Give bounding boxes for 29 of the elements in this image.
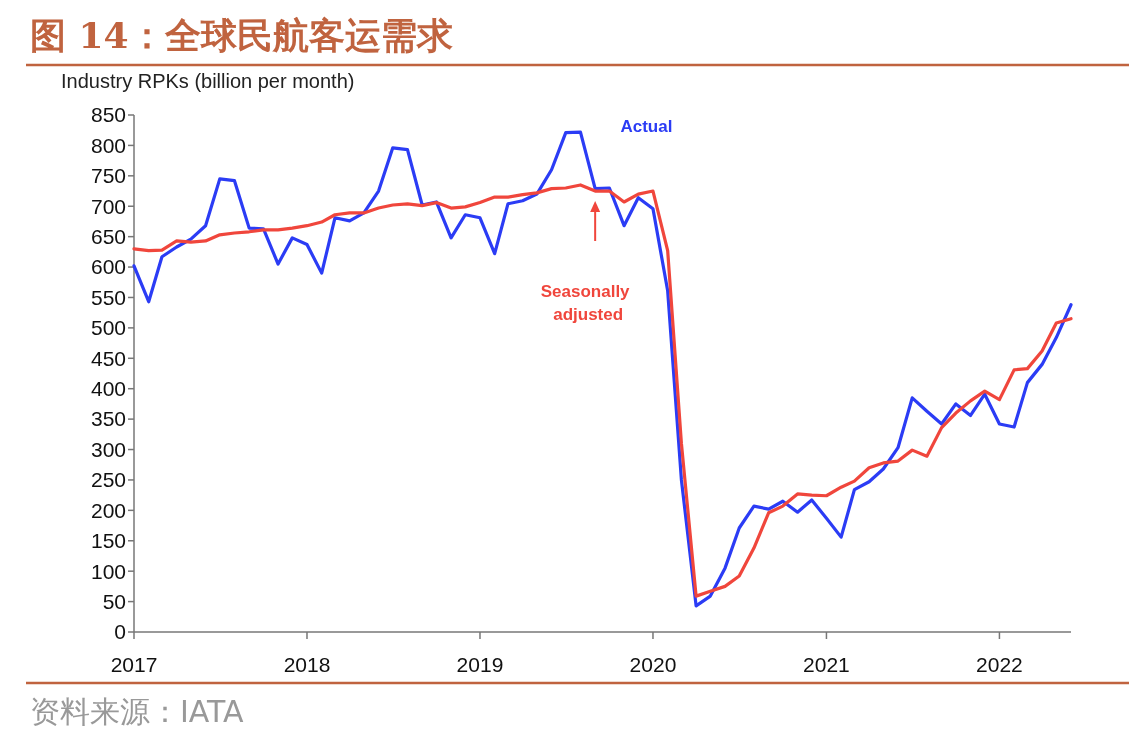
y-tick-label: 200 — [90, 498, 126, 522]
chart-title: 图 14：全球民航客运需求 — [30, 14, 453, 56]
y-tick-label: 250 — [90, 468, 126, 492]
x-tick-label: 2022 — [976, 653, 1023, 676]
text: Actual — [620, 117, 673, 136]
y-tick-label: 850 — [90, 103, 126, 127]
text: Seasonally adjusted — [540, 282, 631, 325]
x-tick-label: 2021 — [803, 653, 850, 676]
y-tick-label: 700 — [90, 194, 126, 218]
y-tick-label: 0 — [114, 620, 126, 644]
y-tick-label: 550 — [90, 285, 126, 309]
x-tick-label: 2018 — [283, 653, 331, 676]
y-tick-label: 750 — [90, 164, 126, 188]
y-tick-label: 800 — [90, 133, 126, 157]
y-tick-label: 350 — [90, 407, 126, 431]
text: 资料来源：IATA — [30, 694, 245, 729]
x-tick-label: 2020 — [629, 653, 677, 676]
y-tick-label: 150 — [90, 529, 126, 553]
y-axis-title: Industry RPKs (billion per month) — [61, 70, 355, 92]
y-tick-label: 650 — [90, 225, 126, 248]
x-tick-label: 2019 — [456, 653, 504, 676]
y-tick-label: 300 — [90, 437, 126, 461]
x-tick-label: 2017 — [110, 653, 158, 676]
y-tick-label: 600 — [90, 255, 126, 279]
y-tick-label: 50 — [102, 589, 126, 613]
y-tick-label: 450 — [90, 346, 126, 370]
y-tick-label: 500 — [90, 316, 126, 340]
y-tick-label: 400 — [90, 377, 126, 401]
y-tick-label: 100 — [90, 559, 126, 583]
